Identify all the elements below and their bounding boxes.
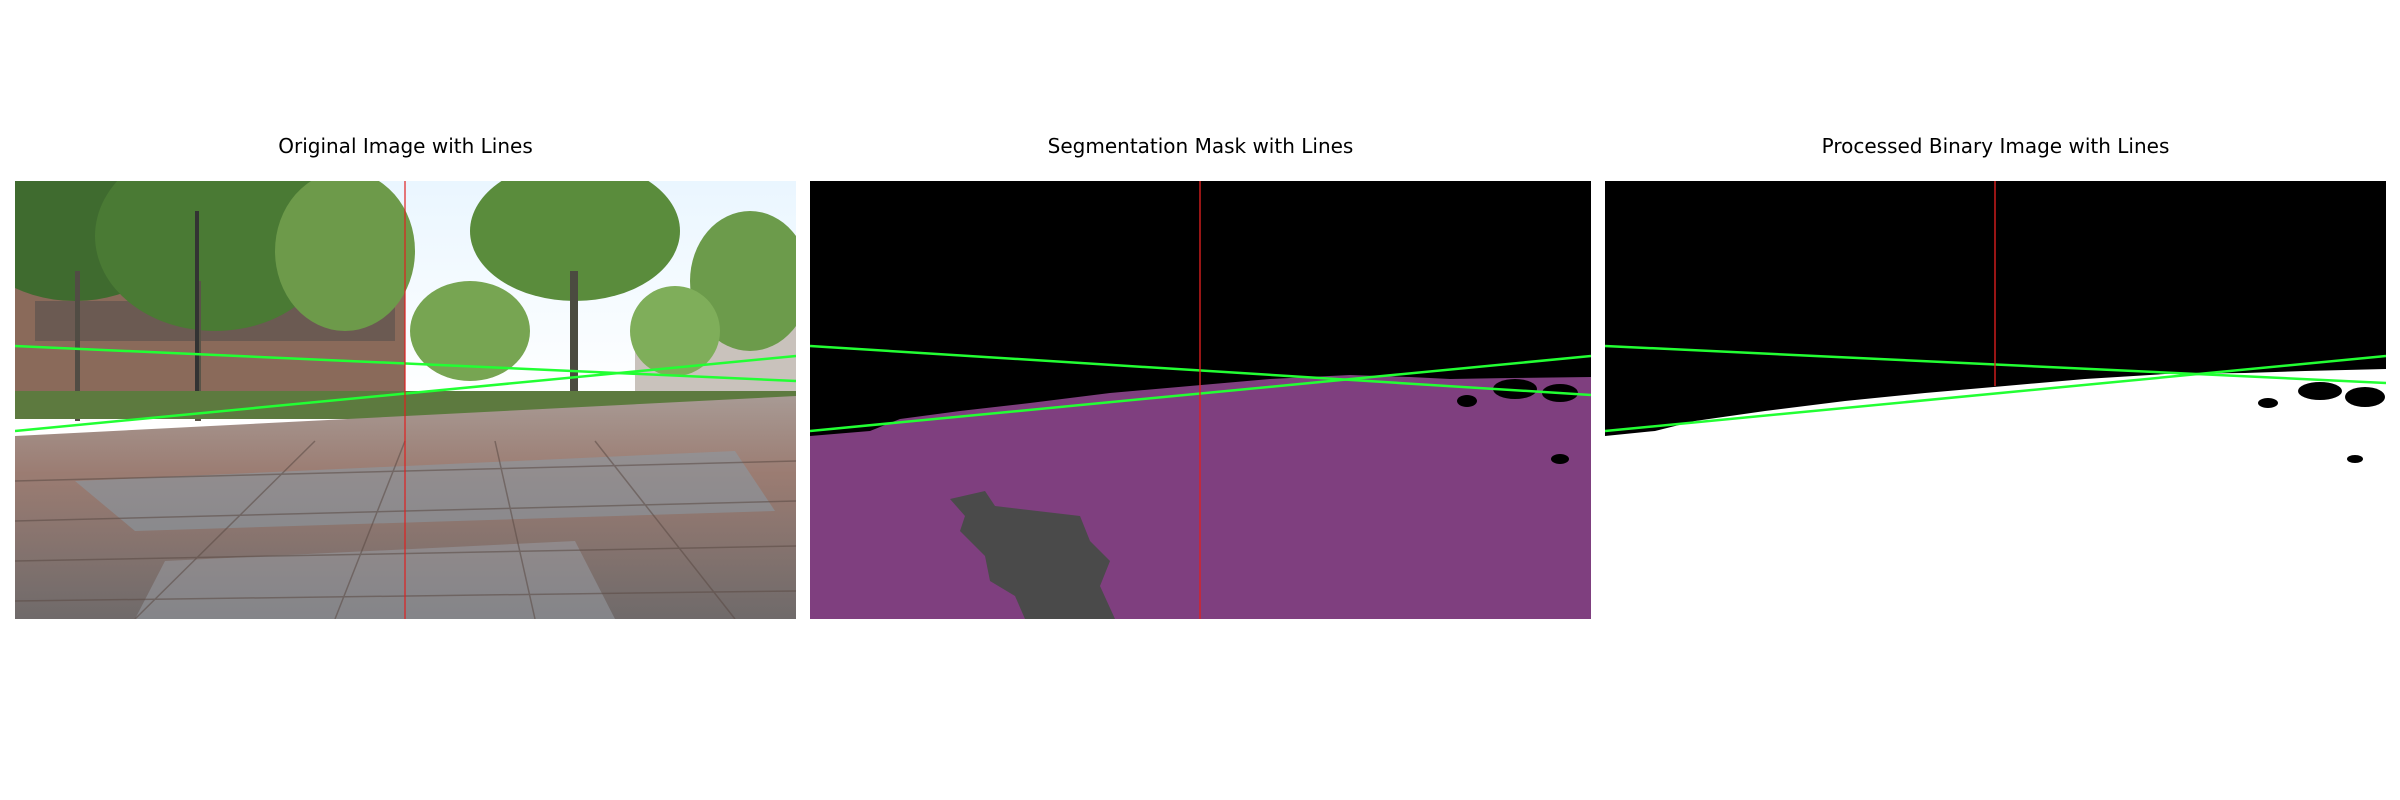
panel-title-segmentation: Segmentation Mask with Lines — [1047, 134, 1354, 158]
segmentation-mask — [810, 181, 1591, 619]
panel-title-binary: Processed Binary Image with Lines — [1821, 134, 2170, 158]
panel-title-original: Original Image with Lines — [278, 134, 533, 158]
binary-holes — [2258, 382, 2385, 463]
trees — [15, 181, 796, 421]
binary-drivable-region — [1605, 369, 2386, 619]
segmentation-mask-panel — [810, 181, 1591, 619]
binary-image — [1605, 181, 2386, 619]
guide-line-diagonal — [1605, 354, 2386, 433]
original-image-panel — [15, 181, 796, 619]
binary-image-panel — [1605, 181, 2386, 619]
original-image — [15, 181, 796, 619]
mask-obstacle-region — [950, 491, 1115, 619]
